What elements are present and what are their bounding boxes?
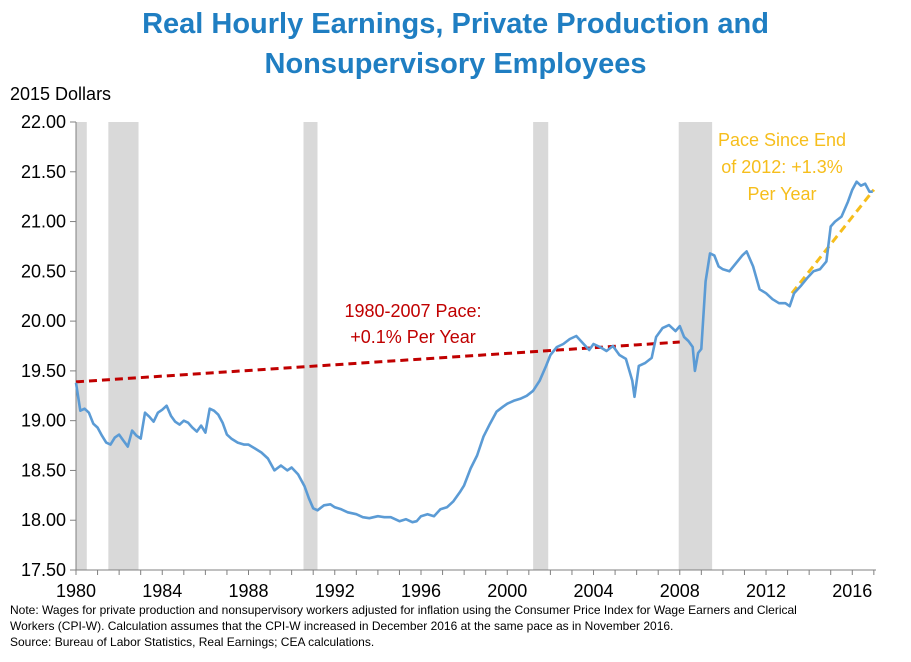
x-tick-label: 2012 bbox=[746, 581, 786, 601]
chart-title-line-2: Nonsupervisory Employees bbox=[264, 48, 647, 80]
recession-band bbox=[303, 122, 318, 570]
annotation-1980-2007-pace: +0.1% Per Year bbox=[350, 327, 476, 347]
recession-band bbox=[108, 122, 139, 570]
annotation-1980-2007-pace: 1980-2007 Pace: bbox=[344, 301, 481, 321]
x-tick-label: 2016 bbox=[832, 581, 872, 601]
y-tick-label: 19.50 bbox=[21, 361, 66, 381]
tick-labels: 17.50 18.00 18.50 19.00 19.50 20.00 20.50 21.00… bbox=[21, 112, 872, 601]
chart-title-line-1: Real Hourly Earnings, Private Production… bbox=[142, 8, 769, 40]
trend-line-1980-2007 bbox=[75, 340, 680, 384]
annotation-pace-since-2012: Pace Since End bbox=[718, 130, 846, 150]
trend-lines bbox=[75, 188, 876, 384]
y-tick-label: 17.50 bbox=[21, 560, 66, 580]
y-tick-label: 21.00 bbox=[21, 212, 66, 232]
annotations: 1980-2007 Pace: +0.1% Per Year Pace Since … bbox=[344, 130, 846, 347]
y-tick-label: 22.00 bbox=[21, 112, 66, 132]
x-tick-label: 2000 bbox=[487, 581, 527, 601]
y-tick-label: 18.00 bbox=[21, 510, 66, 530]
x-tick-label: 1988 bbox=[228, 581, 268, 601]
footnote: Note: Wages for private production and n… bbox=[10, 602, 906, 650]
annotation-pace-since-2012: Per Year bbox=[747, 184, 816, 204]
footnote-line-3: Source: Bureau of Labor Statistics, Real… bbox=[10, 635, 375, 649]
x-tick-label: 2004 bbox=[573, 581, 613, 601]
x-tick-label: 2008 bbox=[660, 581, 700, 601]
y-tick-label: 19.00 bbox=[21, 411, 66, 431]
chart-title: Real Hourly Earnings, Private Production… bbox=[0, 4, 911, 84]
recession-band bbox=[533, 122, 549, 570]
annotation-pace-since-2012: of 2012: +1.3% bbox=[721, 157, 843, 177]
x-tick-label: 1984 bbox=[142, 581, 182, 601]
y-tick-label: 20.00 bbox=[21, 311, 66, 331]
trend-line-since-2012 bbox=[790, 188, 876, 295]
earnings-series-line bbox=[74, 180, 873, 524]
data-series bbox=[74, 180, 873, 524]
y-tick-label: 20.50 bbox=[21, 261, 66, 281]
x-tick-label: 1980 bbox=[56, 581, 96, 601]
recession-band bbox=[678, 122, 713, 570]
recession-bands bbox=[76, 122, 713, 570]
y-tick-label: 21.50 bbox=[21, 162, 66, 182]
y-tick-label: 18.50 bbox=[21, 460, 66, 480]
recession-band bbox=[76, 122, 87, 570]
footnote-line-2: Workers (CPI-W). Calculation assumes tha… bbox=[10, 619, 674, 633]
y-axis-unit-label: 2015 Dollars bbox=[10, 84, 112, 104]
x-tick-label: 1996 bbox=[401, 581, 441, 601]
axes bbox=[70, 121, 876, 575]
footnote-line-1: Note: Wages for private production and n… bbox=[10, 603, 797, 617]
x-tick-label: 1992 bbox=[315, 581, 355, 601]
